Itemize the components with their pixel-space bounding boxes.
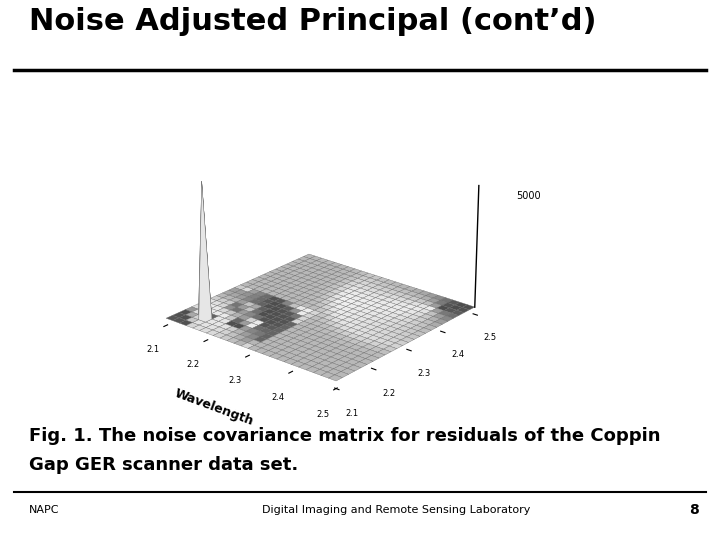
Text: Fig. 1. The noise covariance matrix for residuals of the Coppin: Fig. 1. The noise covariance matrix for … xyxy=(29,427,660,445)
Text: Noise Adjusted Principal (cont’d): Noise Adjusted Principal (cont’d) xyxy=(29,6,596,36)
X-axis label: Wavelength: Wavelength xyxy=(173,387,256,429)
Text: Digital Imaging and Remote Sensing Laboratory: Digital Imaging and Remote Sensing Labor… xyxy=(262,505,530,515)
Text: 8: 8 xyxy=(688,503,698,517)
Text: Gap GER scanner data set.: Gap GER scanner data set. xyxy=(29,456,298,474)
Text: NAPC: NAPC xyxy=(29,505,59,515)
